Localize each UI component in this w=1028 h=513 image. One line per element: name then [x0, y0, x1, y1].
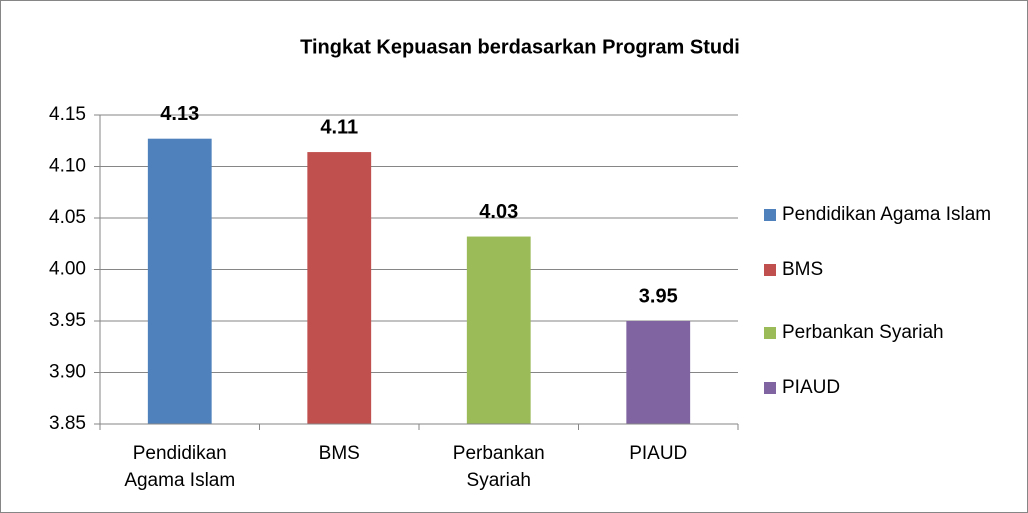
y-tick-label: 4.05 [49, 207, 86, 228]
legend-swatch [764, 209, 776, 221]
legend-swatch [764, 264, 776, 276]
legend-label: Pendidikan Agama Islam [782, 204, 992, 225]
x-tick-label: Pendidikan Agama Islam [124, 443, 236, 491]
legend-label: PIAUD [782, 377, 841, 398]
chart-title: Tingkat Kepuasan berdasarkan Program Stu… [300, 36, 740, 58]
data-label: 4.03 [479, 201, 518, 223]
bar [626, 321, 691, 424]
legend-swatch [764, 382, 776, 394]
y-tick-label: 4.00 [49, 259, 86, 280]
legend-label: BMS [782, 259, 824, 280]
y-tick-label: 4.10 [49, 156, 86, 177]
legend-label: Perbankan Syariah [782, 322, 944, 343]
x-tick-label: Perbankan Syariah [452, 443, 545, 491]
bar [307, 152, 372, 424]
bar [466, 236, 531, 424]
data-label: 4.11 [320, 116, 358, 138]
x-tick-label: PIAUD [629, 443, 688, 464]
y-tick-label: 4.15 [49, 104, 86, 125]
y-tick-label: 3.85 [49, 413, 86, 434]
x-tick-label: BMS [318, 443, 360, 464]
y-tick-label: 3.95 [49, 310, 86, 331]
bar [147, 138, 212, 424]
data-label: 3.95 [639, 285, 678, 307]
data-label: 4.13 [160, 103, 199, 125]
y-tick-label: 3.90 [49, 362, 86, 383]
legend-swatch [764, 327, 776, 339]
